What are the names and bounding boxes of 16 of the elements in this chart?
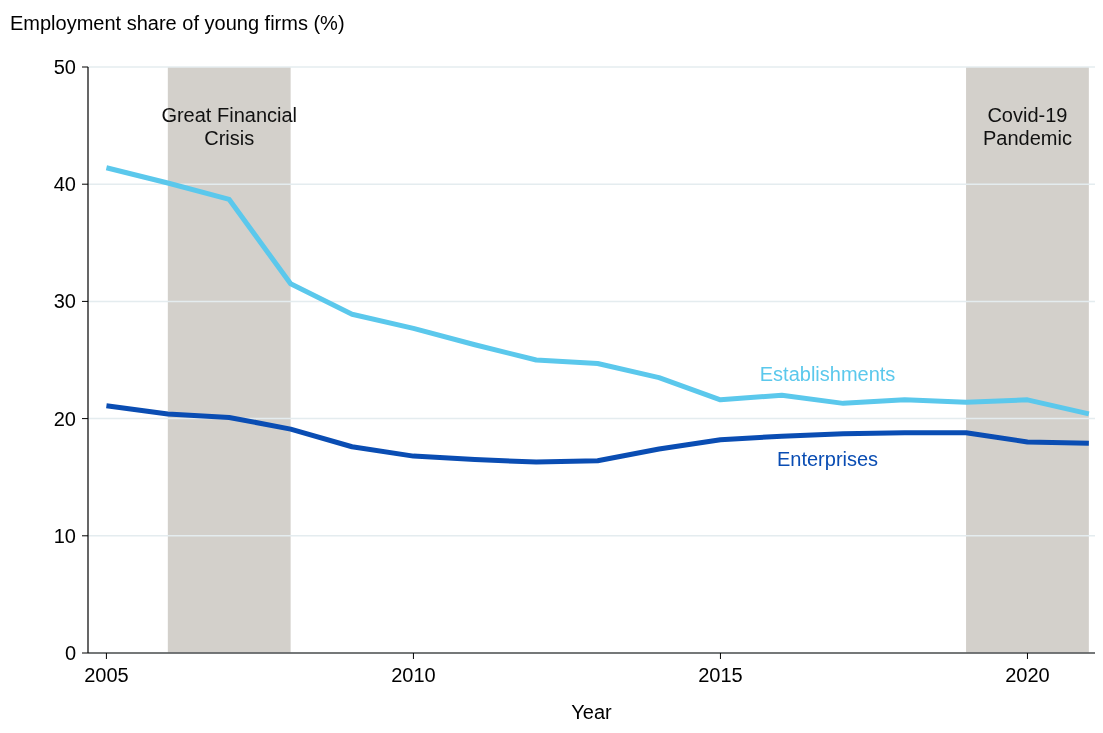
y-tick-label: 30 [53, 290, 76, 313]
y-tick-label: 40 [53, 173, 76, 196]
y-tick-label: 10 [53, 524, 76, 547]
y-tick-label: 20 [53, 407, 76, 430]
y-tick-label: 0 [64, 642, 76, 664]
x-tick-label: 2010 [391, 664, 436, 686]
x-tick-label: 2020 [1005, 664, 1050, 686]
y-tick-label: 50 [53, 56, 76, 78]
band-label: Great Financial Crisis [161, 104, 298, 149]
x-tick-label: 2015 [698, 664, 743, 686]
series-label: Enterprises [776, 448, 879, 471]
x-axis-title: Year [571, 701, 613, 723]
series-label: Establishments [759, 363, 896, 386]
x-tick-label: 2005 [84, 664, 129, 686]
band-label: Covid-19 Pandemic [982, 104, 1072, 149]
y-axis-title: Employment share of young firms (%) [10, 12, 345, 34]
